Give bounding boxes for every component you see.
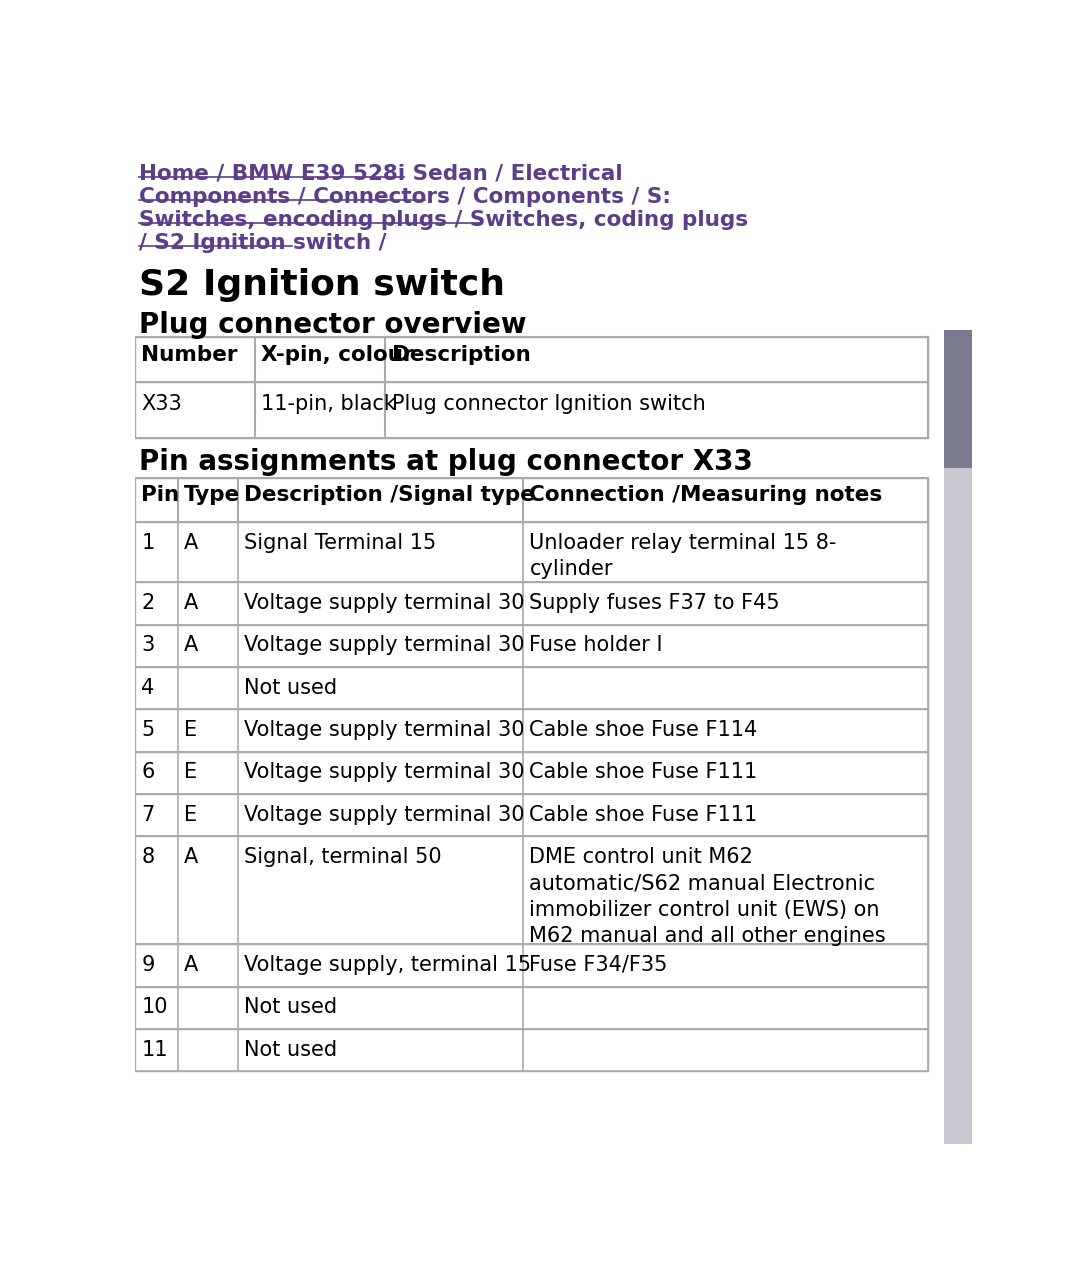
Text: Type: Type [184, 486, 240, 505]
Text: Supply fuses F37 to F45: Supply fuses F37 to F45 [529, 594, 780, 613]
Text: 6: 6 [141, 762, 154, 783]
Text: 11: 11 [141, 1040, 167, 1060]
Text: A: A [184, 533, 198, 553]
Bar [135, 582, 928, 625]
Text: S2 Ignition switch: S2 Ignition switch [139, 269, 504, 302]
Text: / S2 Ignition switch /: / S2 Ignition switch / [139, 233, 387, 253]
Bar [135, 625, 928, 667]
Text: Voltage supply terminal 30: Voltage supply terminal 30 [244, 594, 525, 613]
Text: Description: Description [392, 346, 530, 365]
Text: Cable shoe Fuse F111: Cable shoe Fuse F111 [529, 762, 758, 783]
Text: Description /Signal type: Description /Signal type [244, 486, 536, 505]
Text: Signal, terminal 50: Signal, terminal 50 [244, 847, 442, 867]
Text: Pin assignments at plug connector X33: Pin assignments at plug connector X33 [139, 448, 753, 477]
Text: A: A [184, 955, 198, 975]
Text: Voltage supply terminal 30: Voltage supply terminal 30 [244, 804, 525, 825]
Text: Voltage supply terminal 30: Voltage supply terminal 30 [244, 720, 525, 740]
Text: Pin: Pin [141, 486, 179, 505]
Text: Voltage supply terminal 30: Voltage supply terminal 30 [244, 636, 525, 655]
Bar [135, 522, 928, 582]
Text: X-pin, colour: X-pin, colour [261, 346, 414, 365]
Text: A: A [184, 594, 198, 613]
Text: Components / Connectors / Components / S:: Components / Connectors / Components / S… [139, 186, 671, 207]
Bar [135, 944, 928, 987]
Text: Not used: Not used [244, 1040, 337, 1060]
Text: Connection /Measuring notes: Connection /Measuring notes [529, 486, 882, 505]
Bar [135, 1029, 928, 1072]
Bar [135, 752, 928, 794]
Text: 8: 8 [141, 847, 154, 867]
Bar [135, 667, 928, 709]
Bar [135, 987, 928, 1029]
Text: Voltage supply, terminal 15: Voltage supply, terminal 15 [244, 955, 531, 975]
Text: Signal Terminal 15: Signal Terminal 15 [244, 533, 436, 553]
Text: 3: 3 [141, 636, 154, 655]
Text: Not used: Not used [244, 997, 337, 1018]
Bar [135, 709, 928, 752]
Text: Number: Number [141, 346, 238, 365]
Text: 2: 2 [141, 594, 154, 613]
Text: E: E [184, 804, 197, 825]
Text: Not used: Not used [244, 677, 337, 698]
Bar [944, 330, 972, 468]
Text: DME control unit M62
automatic/S62 manual Electronic
immobilizer control unit (E: DME control unit M62 automatic/S62 manua… [529, 847, 886, 946]
Text: Cable shoe Fuse F111: Cable shoe Fuse F111 [529, 804, 758, 825]
Text: E: E [184, 720, 197, 740]
Bar [135, 794, 928, 837]
Text: 11-pin, black: 11-pin, black [261, 393, 396, 414]
Text: Unloader relay terminal 15 8-
cylinder: Unloader relay terminal 15 8- cylinder [529, 533, 837, 580]
Text: Home / BMW E39 528i Sedan / Electrical: Home / BMW E39 528i Sedan / Electrical [139, 163, 622, 184]
Text: Switches, encoding plugs / Switches, coding plugs: Switches, encoding plugs / Switches, cod… [139, 209, 748, 230]
Text: A: A [184, 847, 198, 867]
Text: 7: 7 [141, 804, 154, 825]
Text: Plug connector overview: Plug connector overview [139, 311, 526, 338]
Text: 5: 5 [141, 720, 154, 740]
Bar [944, 330, 972, 1144]
Text: 10: 10 [141, 997, 167, 1018]
Bar [135, 478, 928, 522]
Text: 9: 9 [141, 955, 154, 975]
Bar [135, 837, 928, 944]
Text: 4: 4 [141, 677, 154, 698]
Bar [135, 382, 928, 438]
Text: 1: 1 [141, 533, 154, 553]
Text: Fuse holder I: Fuse holder I [529, 636, 663, 655]
Text: Voltage supply terminal 30: Voltage supply terminal 30 [244, 762, 525, 783]
Bar [135, 338, 928, 382]
Text: Plug connector Ignition switch: Plug connector Ignition switch [392, 393, 705, 414]
Text: Cable shoe Fuse F114: Cable shoe Fuse F114 [529, 720, 758, 740]
Text: E: E [184, 762, 197, 783]
Text: A: A [184, 636, 198, 655]
Text: Fuse F34/F35: Fuse F34/F35 [529, 955, 667, 975]
Text: X33: X33 [141, 393, 181, 414]
